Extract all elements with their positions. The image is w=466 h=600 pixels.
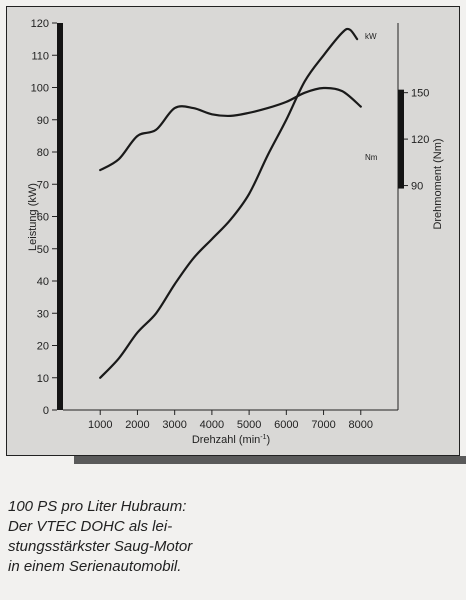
panel-shadow — [74, 456, 466, 464]
caption-line: in einem Serienautomobil. — [8, 558, 182, 575]
x-tick-label: 8000 — [349, 419, 373, 431]
series-line-kw — [99, 27, 359, 379]
y-right-tick-label: 90 — [411, 181, 423, 193]
series-line-nm — [99, 86, 362, 172]
figure-panel — [6, 6, 460, 456]
axes: 0 10 20 30 40 50 60 70 80 90 100 110 120 1000 2000 3000… — [31, 18, 430, 431]
chart: 0 10 20 30 40 50 60 70 80 90 100 110 120 1000 2000 3000… — [27, 18, 444, 446]
x-axis-label: Drehzahl (min-1) — [192, 434, 270, 446]
x-tick-label: 5000 — [237, 419, 261, 431]
x-axis-label-text: Drehzahl (min — [192, 434, 260, 446]
y-right-tick-label: 120 — [411, 134, 429, 146]
x-tick-label: 2000 — [125, 419, 149, 431]
y-left-axis-label: Leistung (kW) — [27, 183, 39, 251]
y-left-tick-label: 70 — [37, 179, 49, 191]
y-left-tick-label: 60 — [37, 212, 49, 224]
y-right-tick-label: 150 — [411, 88, 429, 100]
y-left-tick-label: 10 — [37, 373, 49, 385]
y-left-axis — [57, 23, 63, 410]
x-tick-label: 1000 — [88, 419, 112, 431]
caption-line: stungsstärkster Saug-Motor — [8, 538, 193, 555]
y-right-axis-label: Drehmoment (Nm) — [432, 138, 444, 229]
x-axis-label-superscript: -1 — [260, 434, 266, 441]
y-left-tick-label: 80 — [37, 147, 49, 159]
y-left-tick-label: 120 — [31, 18, 49, 30]
x-tick-label: 3000 — [162, 419, 186, 431]
x-tick-label: 6000 — [274, 419, 298, 431]
series-label-nm: Nm — [365, 153, 378, 162]
caption-line: 100 PS pro Liter Hubraum: — [8, 498, 187, 515]
caption-line: Der VTEC DOHC als lei- — [8, 518, 173, 535]
y-left-tick-label: 50 — [37, 244, 49, 256]
y-left-tick-label: 0 — [43, 405, 49, 417]
series-layer — [99, 27, 362, 379]
y-left-tick-label: 100 — [31, 83, 49, 95]
y-left-tick-label: 20 — [37, 341, 49, 353]
y-left-tick-label: 30 — [37, 308, 49, 320]
x-tick-label: 7000 — [311, 419, 335, 431]
y-left-tick-label: 90 — [37, 115, 49, 127]
series-label-kw: kW — [365, 32, 377, 41]
caption: 100 PS pro Liter Hubraum: Der VTEC DOHC … — [8, 497, 268, 577]
x-tick-label: 4000 — [200, 419, 224, 431]
x-axis-label-close: ) — [267, 434, 271, 446]
y-left-tick-label: 40 — [37, 276, 49, 288]
y-right-axis-bar — [398, 89, 404, 189]
labels: Leistung (kW) Drehmoment (Nm) Drehzahl (… — [27, 32, 444, 446]
y-left-tick-label: 110 — [31, 50, 49, 62]
